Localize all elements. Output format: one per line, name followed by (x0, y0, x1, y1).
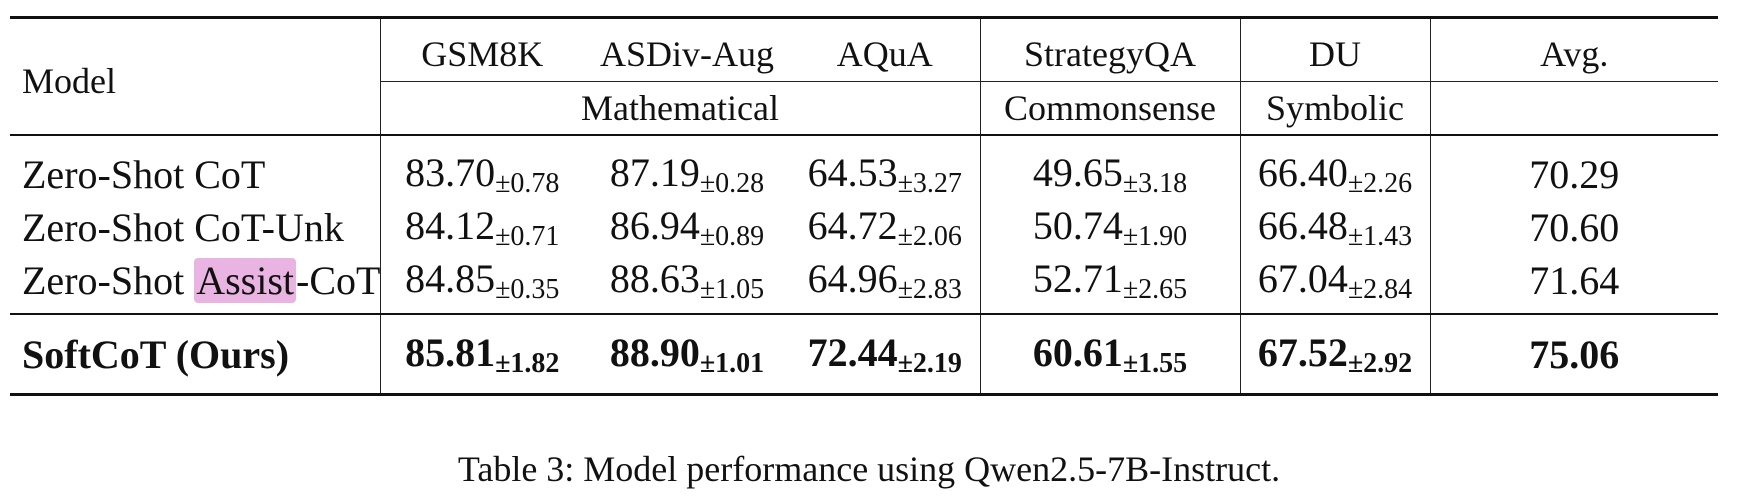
cell-strategyqa: 52.71±2.65 (979, 254, 1240, 314)
col-aqua: AQuA (790, 16, 980, 82)
table-row-ours: SoftCoT (Ours) 85.81±1.82 88.90±1.01 72.… (10, 313, 1718, 396)
cell-asdiv-aug: 88.63±1.05 (609, 256, 765, 305)
cell-aqua: 64.53±3.27 (790, 134, 980, 201)
cell-strategyqa: 49.65±3.18 (979, 134, 1240, 201)
cell-strategyqa: 50.74±1.90 (979, 201, 1240, 254)
model-name: Zero-Shot Assist-CoT (22, 258, 381, 303)
cell-aqua: 64.72±2.06 (807, 203, 962, 252)
results-table-container: Model GSM8K ASDiv-Aug AQuA StrategyQA DU… (10, 16, 1718, 396)
model-name: Zero-Shot CoT (10, 134, 380, 201)
header-row-groups: Mathematical Commonsense Symbolic (10, 81, 1718, 135)
header-row-datasets: Model GSM8K ASDiv-Aug AQuA StrategyQA DU… (10, 16, 1718, 135)
model-column-header: Model (10, 16, 380, 135)
col-strategyqa: StrategyQA (979, 16, 1240, 82)
cell-avg: 75.06 (1429, 313, 1718, 396)
group-symbolic: Symbolic (1239, 81, 1430, 135)
col-asdiv-aug: ASDiv-Aug (584, 16, 790, 82)
cell-asdiv-aug: 87.19±0.28 (584, 134, 790, 201)
cell-gsm8k: 84.12±0.71 (379, 201, 584, 254)
table-row: Zero-Shot CoT-Unk 84.12±0.71 86.94±0.89 … (10, 201, 1718, 254)
model-name: Zero-Shot CoT-Unk (22, 205, 344, 250)
cell-du: 67.04±2.84 (1239, 254, 1430, 314)
cell-gsm8k: 85.81±1.82 (379, 313, 584, 396)
cell-avg: 70.29 (1429, 134, 1718, 201)
cell-du: 66.40±2.26 (1239, 134, 1430, 201)
table-row: Zero-Shot CoT 83.70±0.78 87.19±0.28 64.5… (10, 134, 1718, 201)
cell-du: 67.52±2.92 (1239, 313, 1430, 396)
cell-asdiv-aug: 86.94±0.89 (609, 203, 765, 252)
cell-du: 66.48±1.43 (1239, 201, 1430, 254)
col-avg: Avg. (1429, 16, 1718, 82)
table-row: Zero-Shot Assist-CoT 84.85±0.35 88.63±1.… (10, 254, 1718, 314)
col-gsm8k: GSM8K (379, 16, 584, 82)
model-name: SoftCoT (Ours) (10, 313, 380, 396)
cell-strategyqa: 60.61±1.55 (979, 313, 1240, 396)
cell-aqua: 72.44±2.19 (790, 313, 980, 396)
cell-gsm8k: 83.70±0.78 (379, 134, 584, 201)
group-mathematical: Mathematical (379, 81, 980, 135)
highlighted-text: Assist (194, 258, 296, 303)
table-caption: Table 3: Model performance using Qwen2.5… (457, 449, 1281, 489)
results-table: Model GSM8K ASDiv-Aug AQuA StrategyQA DU… (10, 16, 1718, 396)
col-du: DU (1239, 16, 1430, 82)
group-commonsense: Commonsense (979, 81, 1240, 135)
cell-asdiv-aug: 88.90±1.01 (584, 313, 790, 396)
group-empty (1429, 81, 1718, 135)
cell-avg: 70.60 (1429, 201, 1718, 254)
cell-avg: 71.64 (1429, 254, 1718, 314)
cell-aqua: 64.96±2.83 (807, 256, 962, 305)
cell-gsm8k: 84.85±0.35 (379, 254, 584, 314)
